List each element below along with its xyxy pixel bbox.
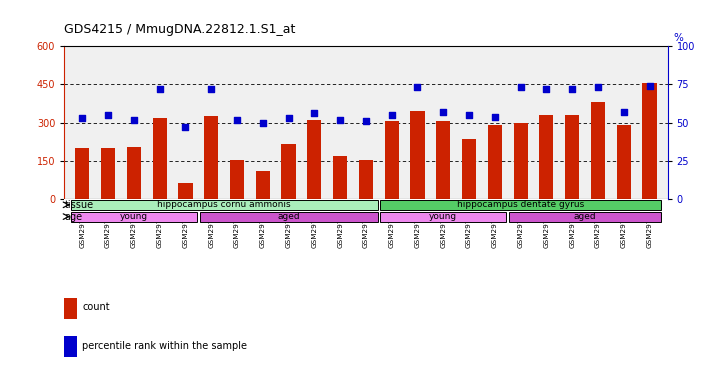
Bar	[539, 115, 553, 199]
Point	[102, 112, 114, 118]
Point	[361, 118, 372, 124]
Point	[76, 115, 88, 121]
Point	[489, 113, 501, 119]
Point	[154, 86, 166, 92]
Bar	[204, 116, 218, 199]
Text: tissue: tissue	[65, 200, 94, 210]
Bar	[75, 148, 89, 199]
Bar	[153, 118, 167, 199]
Bar	[380, 200, 661, 210]
Bar	[462, 139, 476, 199]
Bar	[281, 144, 296, 199]
Point	[129, 116, 140, 122]
Text: hippocampus cornu ammonis: hippocampus cornu ammonis	[157, 200, 291, 209]
Point	[180, 124, 191, 130]
Text: hippocampus dentate gyrus: hippocampus dentate gyrus	[457, 200, 584, 209]
Bar	[385, 121, 399, 199]
Text: young: young	[120, 212, 148, 221]
Point	[206, 86, 217, 92]
Point	[438, 109, 449, 115]
Text: age: age	[65, 212, 83, 222]
Point	[515, 84, 526, 91]
Point	[463, 112, 475, 118]
Point	[308, 110, 320, 116]
Bar	[436, 121, 451, 199]
Bar	[256, 171, 270, 199]
Bar	[127, 147, 141, 199]
Point	[618, 109, 630, 115]
Point	[386, 112, 398, 118]
Text: GDS4215 / MmugDNA.22812.1.S1_at: GDS4215 / MmugDNA.22812.1.S1_at	[64, 23, 296, 36]
Text: percentile rank within the sample: percentile rank within the sample	[82, 341, 247, 351]
Text: %: %	[673, 33, 683, 43]
Bar	[509, 212, 661, 222]
Text: aged: aged	[277, 212, 300, 221]
Bar	[101, 148, 115, 199]
Bar	[411, 111, 425, 199]
Bar	[380, 212, 506, 222]
Bar	[71, 212, 197, 222]
Point	[231, 116, 243, 122]
Point	[412, 84, 423, 91]
Text: count: count	[82, 302, 110, 312]
Bar	[488, 125, 502, 199]
Bar	[591, 102, 605, 199]
Bar	[333, 156, 347, 199]
Bar	[643, 83, 657, 199]
Point	[283, 115, 294, 121]
Bar	[513, 122, 528, 199]
Bar	[178, 182, 193, 199]
Point	[540, 86, 552, 92]
Point	[593, 84, 604, 91]
Bar	[617, 125, 631, 199]
Point	[644, 83, 655, 89]
Text: aged: aged	[574, 212, 596, 221]
Bar	[565, 115, 579, 199]
Point	[257, 119, 268, 126]
Text: young: young	[429, 212, 458, 221]
Point	[566, 86, 578, 92]
Bar	[200, 212, 378, 222]
Bar	[230, 160, 244, 199]
Bar	[71, 200, 378, 210]
Bar	[359, 160, 373, 199]
Point	[334, 116, 346, 122]
Bar	[307, 120, 321, 199]
